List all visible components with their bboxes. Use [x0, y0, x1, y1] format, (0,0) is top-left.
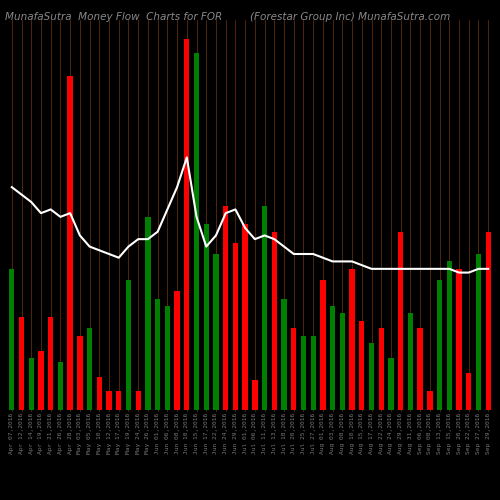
- Bar: [301, 336, 306, 410]
- Bar: [9, 269, 15, 410]
- Text: MunafaSutra  Money Flow  Charts for FOR: MunafaSutra Money Flow Charts for FOR: [5, 12, 222, 22]
- Bar: [184, 38, 190, 410]
- Bar: [350, 269, 355, 410]
- Bar: [116, 392, 121, 410]
- Bar: [204, 224, 209, 410]
- Bar: [48, 317, 54, 410]
- Bar: [398, 232, 404, 410]
- Bar: [418, 328, 423, 410]
- Bar: [145, 217, 150, 410]
- Bar: [155, 298, 160, 410]
- Bar: [388, 358, 394, 410]
- Bar: [486, 232, 491, 410]
- Bar: [174, 291, 180, 410]
- Bar: [194, 54, 199, 410]
- Bar: [359, 321, 364, 410]
- Bar: [214, 254, 218, 410]
- Bar: [320, 280, 326, 410]
- Bar: [252, 380, 258, 410]
- Bar: [19, 317, 24, 410]
- Bar: [164, 306, 170, 410]
- Bar: [282, 298, 286, 410]
- Bar: [310, 336, 316, 410]
- Bar: [330, 306, 336, 410]
- Bar: [466, 373, 471, 410]
- Bar: [96, 376, 102, 410]
- Bar: [136, 392, 141, 410]
- Bar: [427, 392, 432, 410]
- Bar: [476, 254, 481, 410]
- Bar: [38, 350, 44, 410]
- Bar: [106, 392, 112, 410]
- Text: (Forestar Group Inc) MunafaSutra.com: (Forestar Group Inc) MunafaSutra.com: [250, 12, 450, 22]
- Bar: [126, 280, 131, 410]
- Bar: [77, 336, 82, 410]
- Bar: [340, 314, 345, 410]
- Bar: [68, 76, 73, 410]
- Bar: [378, 328, 384, 410]
- Bar: [272, 232, 277, 410]
- Bar: [28, 358, 34, 410]
- Bar: [223, 206, 228, 410]
- Bar: [456, 269, 462, 410]
- Bar: [87, 328, 92, 410]
- Bar: [369, 343, 374, 410]
- Bar: [232, 243, 238, 410]
- Bar: [58, 362, 63, 410]
- Bar: [262, 206, 268, 410]
- Bar: [446, 262, 452, 410]
- Bar: [437, 280, 442, 410]
- Bar: [242, 224, 248, 410]
- Bar: [408, 314, 413, 410]
- Bar: [291, 328, 296, 410]
